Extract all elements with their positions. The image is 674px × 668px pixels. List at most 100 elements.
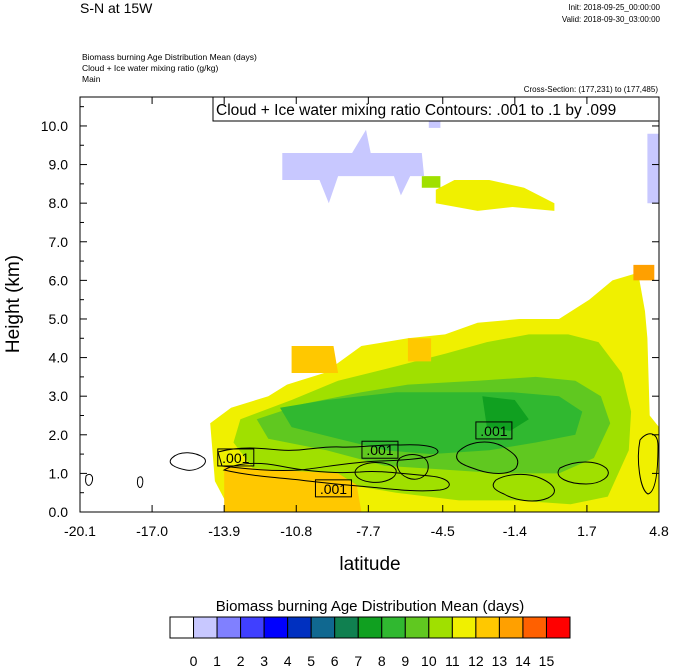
colorbar-label: 13 <box>492 653 508 668</box>
contour-line <box>492 473 555 502</box>
svg-text:.001: .001 <box>222 450 249 466</box>
shaded-region-level-1 <box>282 129 425 204</box>
shaded-region-level-12 <box>435 180 555 211</box>
y-tick-label: 7.0 <box>49 234 69 250</box>
field-name-1: Biomass burning Age Distribution Mean (d… <box>82 52 257 62</box>
colorbar-swatch-4 <box>263 616 289 639</box>
x-axis: -20.1 -17.0 -13.9 -10.8 -7.7 -4.5 -1.4 1.7 4.8 <box>64 97 669 539</box>
contour-line <box>354 462 397 483</box>
colorbar-label: 6 <box>331 653 339 668</box>
init-time: Init: 2018-09-25_00:00:00 <box>568 3 660 12</box>
shaded-region-level-14 <box>633 264 655 281</box>
contour-line <box>85 473 93 486</box>
colorbar-swatch-2 <box>216 616 242 639</box>
colorbar-swatch-13 <box>475 616 500 639</box>
colorbar-label: 9 <box>401 653 409 668</box>
y-axis-label: Height (km) <box>3 255 24 353</box>
y-tick-label: 4.0 <box>49 350 69 366</box>
x-tick-label: 1.7 <box>577 523 597 539</box>
colorbar-swatch-3 <box>240 616 265 639</box>
contour-line <box>217 444 439 472</box>
contour-line <box>557 461 609 485</box>
contour-label: .001 <box>314 479 352 498</box>
y-tick-label: 1.0 <box>49 465 69 481</box>
svg-text:.001: .001 <box>366 442 393 458</box>
colorbar-label: 3 <box>260 653 268 668</box>
contour-line <box>137 476 144 489</box>
colorbar-swatch-7 <box>334 616 359 639</box>
colorbar-swatch-6 <box>310 616 336 639</box>
plot-area: .001 .001 .001 .001 <box>80 97 659 512</box>
y-tick-label: 5.0 <box>49 311 69 327</box>
y-tick-label: 0.0 <box>49 504 69 520</box>
contour-label: .001 <box>217 448 255 467</box>
x-tick-label: -20.1 <box>64 523 96 539</box>
colorbar: 0 1 2 3 4 5 6 7 8 9 10 11 12 13 14 15 <box>169 616 571 668</box>
colorbar-title: Biomass burning Age Distribution Mean (d… <box>216 598 524 615</box>
colorbar-label: 0 <box>190 653 198 668</box>
colorbar-swatch-15 <box>522 616 547 639</box>
x-axis-label: latitude <box>339 554 400 575</box>
colorbar-swatch-14 <box>498 616 524 639</box>
contour-description: Cloud + Ice water mixing ratio Contours:… <box>216 102 616 119</box>
y-tick-label: 6.0 <box>49 272 69 288</box>
shaded-region-level-1 <box>647 133 659 204</box>
y-tick-label: 10.0 <box>41 118 68 134</box>
contour-line <box>456 441 519 474</box>
y-tick-label: 8.0 <box>49 195 69 211</box>
x-tick-label: -4.5 <box>431 523 455 539</box>
field-name-3: Main <box>82 74 101 84</box>
colorbar-label: 4 <box>284 653 292 668</box>
colorbar-swatch-10 <box>404 616 430 639</box>
svg-text:.001: .001 <box>320 481 347 497</box>
contour-line <box>396 454 429 480</box>
colorbar-label: 1 <box>213 653 221 668</box>
colorbar-swatch-11 <box>428 616 453 639</box>
colorbar-label: 11 <box>445 653 460 668</box>
contour-labels: .001 .001 .001 .001 <box>217 421 513 498</box>
shaded-regions <box>210 114 659 512</box>
colorbar-label: 2 <box>237 653 245 668</box>
colorbar-label: 8 <box>378 653 386 668</box>
y-tick-label: 2.0 <box>49 427 69 443</box>
contour-line <box>637 433 659 495</box>
colorbar-label: 10 <box>421 653 437 668</box>
colorbar-swatch-5 <box>287 616 312 639</box>
colorbar-label: 12 <box>468 653 484 668</box>
colorbar-label: 15 <box>539 653 555 668</box>
valid-time: Valid: 2018-09-30_03:00:00 <box>562 15 661 24</box>
cross-section-label: Cross-Section: (177,231) to (177,485) <box>524 85 659 94</box>
colorbar-label: 5 <box>307 653 315 668</box>
colorbar-swatch-16 <box>545 616 571 639</box>
contour-label: .001 <box>475 421 513 440</box>
shaded-region-level-13 <box>224 465 362 512</box>
colorbar-label: 14 <box>515 653 531 668</box>
colorbar-swatch-12 <box>451 616 477 639</box>
colorbar-swatch-0 <box>169 616 195 639</box>
chart-title-location: S-N at 15W <box>80 0 153 16</box>
colorbar-swatch-8 <box>357 616 383 639</box>
cloud-contours <box>85 433 659 502</box>
field-name-2: Cloud + Ice water mixing ratio (g/kg) <box>82 63 218 73</box>
x-tick-label: -7.7 <box>356 523 380 539</box>
colorbar-swatch-1 <box>193 616 218 639</box>
x-tick-label: -10.8 <box>280 523 312 539</box>
shaded-region-level-13 <box>407 338 432 362</box>
colorbar-swatch-9 <box>381 616 406 639</box>
y-tick-label: 3.0 <box>49 388 69 404</box>
y-axis: 0.0 1.0 2.0 3.0 4.0 5.0 6.0 7.0 8.0 9.0 10.0 <box>41 106 659 520</box>
shaded-region-level-11 <box>421 176 441 188</box>
x-tick-label: -17.0 <box>136 523 168 539</box>
x-tick-label: -1.4 <box>503 523 527 539</box>
contour-line <box>222 462 450 492</box>
contour-line <box>169 452 206 471</box>
shaded-region-level-13 <box>291 346 339 373</box>
contour-description-box <box>212 96 660 122</box>
svg-text:.001: .001 <box>480 423 507 439</box>
x-tick-label: 4.8 <box>649 523 669 539</box>
x-tick-label: -13.9 <box>208 523 240 539</box>
colorbar-label: 7 <box>354 653 362 668</box>
y-tick-label: 9.0 <box>49 157 69 173</box>
contour-label: .001 <box>361 440 399 459</box>
